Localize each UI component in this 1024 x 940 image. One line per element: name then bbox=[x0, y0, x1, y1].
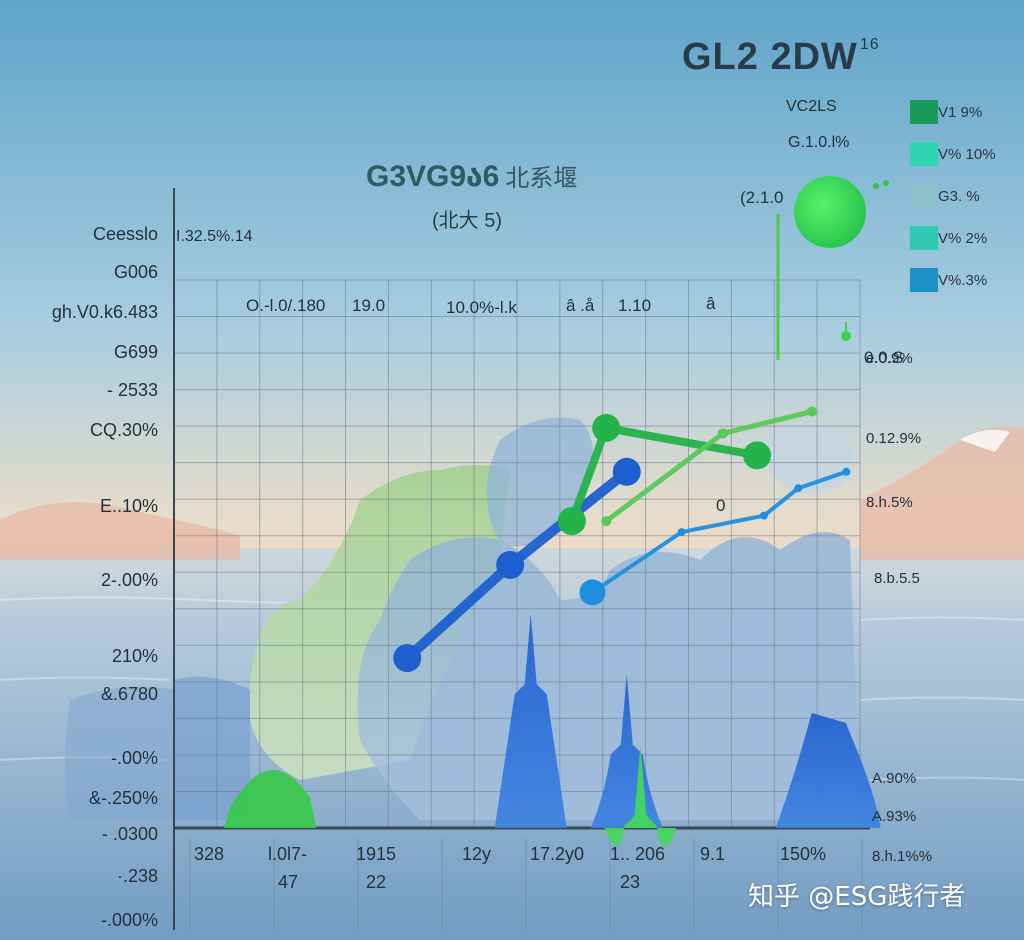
legend-item: V%.3% bbox=[908, 266, 1018, 304]
bar-1 bbox=[224, 770, 317, 828]
legend-item: G3. % bbox=[908, 182, 1018, 220]
legend-item: V% 10% bbox=[908, 140, 1018, 178]
y-axis-top-label: I.32.5%.14 bbox=[176, 228, 253, 245]
mountain-snow bbox=[960, 429, 1010, 452]
series-2-point bbox=[743, 441, 772, 470]
right-tick-label: e.0.9% bbox=[866, 350, 913, 367]
x-tick-label: 328 bbox=[194, 844, 225, 864]
bar-5 bbox=[775, 712, 881, 828]
chart-title-cjk: 北系堰 bbox=[505, 165, 578, 192]
points-layer bbox=[393, 406, 851, 673]
legend-item: V% 2% bbox=[908, 224, 1018, 262]
y-tick-label: &.6780 bbox=[100, 684, 158, 704]
series-3-point bbox=[794, 484, 803, 493]
cloud-shape-2 bbox=[357, 532, 860, 820]
chart-title: G3VG9ა6 北系堰 bbox=[366, 160, 578, 193]
bubble-marker bbox=[794, 176, 866, 248]
bar-2 bbox=[494, 614, 567, 828]
legend-label: V% 10% bbox=[938, 146, 996, 163]
x-tick-label: 1.. 206 bbox=[610, 844, 666, 864]
x-tick-label-sub: 22 bbox=[366, 872, 387, 892]
y-tick-label: - 2533 bbox=[106, 380, 158, 400]
x-tick-label-sub: 47 bbox=[278, 872, 299, 892]
right-tick-label: 8.h.1%% bbox=[872, 848, 933, 865]
y-tick-label: G006 bbox=[113, 262, 158, 282]
annotation-label: 0.0.S bbox=[864, 348, 904, 367]
y-tick-label: -.000% bbox=[100, 910, 158, 930]
series-3-point bbox=[842, 467, 851, 476]
legend-swatch bbox=[910, 268, 938, 292]
right-tick-label: A.90% bbox=[872, 770, 917, 787]
x-tick-label-sub: 23 bbox=[620, 872, 641, 892]
legend-swatch bbox=[910, 100, 938, 124]
x-tick-label: 9.1 bbox=[700, 844, 726, 864]
y-tick-label: Ceesslo bbox=[92, 224, 158, 244]
legend-item: V1 9% bbox=[908, 98, 1018, 136]
annotation-label: (2.1.0 bbox=[740, 188, 784, 207]
y-tick-label: 210% bbox=[111, 646, 158, 666]
legend-swatch bbox=[910, 142, 938, 166]
bubble-dot-2 bbox=[883, 180, 889, 186]
series-2-point bbox=[592, 413, 621, 442]
y-tick-label: gh.V0.k6.483 bbox=[51, 302, 158, 322]
legend-swatch bbox=[910, 226, 938, 250]
cloud-shape-left-inner bbox=[175, 676, 250, 820]
right-tick-label: 8.h.5% bbox=[866, 494, 913, 511]
x-tick-label: 17.2y0 bbox=[530, 844, 585, 864]
series-1-point bbox=[496, 550, 525, 579]
y-tick-label: -.00% bbox=[110, 748, 158, 768]
legend-header-2: G.1.0.l% bbox=[788, 134, 850, 151]
y-tick-label: G699 bbox=[113, 342, 158, 362]
series-4-point bbox=[806, 406, 817, 417]
right-tick-label: 8.b.5.5 bbox=[874, 570, 920, 587]
legend-label: V1 9% bbox=[938, 104, 983, 121]
annotation-label: 19.0 bbox=[352, 296, 386, 315]
x-tick-label: 150% bbox=[780, 844, 827, 864]
y-tick-label: &-.250% bbox=[88, 788, 158, 808]
annotation-label: O.-l.0/.180 bbox=[246, 296, 326, 315]
x-tick-label: 1915 bbox=[356, 844, 397, 864]
series-1-point bbox=[393, 644, 422, 673]
bar-3 bbox=[590, 674, 663, 828]
y-tick-label: - .0300 bbox=[101, 824, 158, 844]
y-tick-label: 2-.00% bbox=[100, 570, 158, 590]
series-3-point bbox=[677, 528, 686, 537]
legend-swatch bbox=[910, 184, 938, 208]
annotation-label: â bbox=[706, 294, 716, 313]
y-tick-label: ·.238 bbox=[116, 866, 158, 886]
annotation-label: 10.0%-l.k bbox=[446, 298, 517, 317]
top-title-suffix: 16 bbox=[859, 36, 880, 53]
annotation-label: 1.10 bbox=[618, 296, 652, 315]
series-3-point bbox=[759, 511, 768, 520]
legend-header-1: VC2LS bbox=[786, 98, 837, 115]
bubble-dot-1 bbox=[873, 183, 879, 189]
chart-subtitle: (北大 5) bbox=[432, 210, 502, 232]
right-tick-label: 0.12.9% bbox=[866, 430, 922, 447]
legend: V1 9% V% 10% G3. % V% 2% V%.3% bbox=[908, 98, 1018, 308]
mountain-right bbox=[860, 426, 1024, 560]
legend-label: V% 2% bbox=[938, 230, 988, 247]
watermark: 知乎 @ESG践行者 bbox=[748, 882, 966, 912]
grid bbox=[173, 279, 863, 930]
series-3-point bbox=[579, 579, 606, 606]
y-tick-label: E..10% bbox=[99, 496, 158, 516]
series-4-point bbox=[601, 516, 612, 527]
bars-layer bbox=[224, 614, 881, 847]
series-4-point bbox=[717, 428, 728, 439]
series-2-point bbox=[557, 507, 586, 536]
annotation-label: 0 bbox=[716, 496, 726, 515]
x-tick-label: l.0l7- bbox=[268, 844, 308, 864]
bar-4 bbox=[604, 745, 677, 847]
legend-label: G3. % bbox=[938, 188, 980, 205]
x-tick-label: 12y bbox=[462, 844, 492, 864]
mountain-left bbox=[0, 502, 240, 560]
legend-label: V%.3% bbox=[938, 272, 988, 289]
right-tick-label: A.93% bbox=[872, 808, 917, 825]
top-title: GL2 2DW 16 bbox=[682, 36, 880, 78]
annotation-label: â .å bbox=[566, 296, 595, 315]
y-tick-label: CQ.30% bbox=[89, 420, 158, 440]
series-1-point bbox=[612, 457, 641, 486]
cloud-shape-left bbox=[65, 686, 175, 820]
